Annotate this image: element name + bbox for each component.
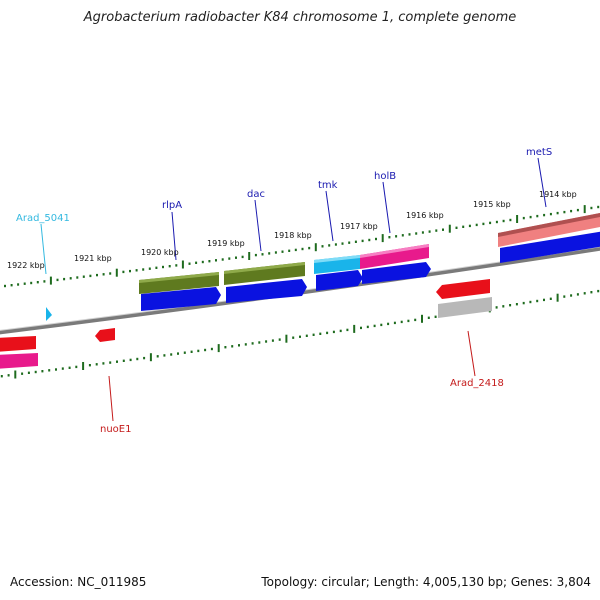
feature-left-magenta[interactable] bbox=[0, 353, 38, 369]
feature-arad-2418-rna[interactable] bbox=[438, 297, 492, 318]
kbp-label-1915: 1915 kbp bbox=[473, 200, 511, 209]
label-leaders bbox=[40, 157, 547, 422]
kbp-label-1914: 1914 kbp bbox=[539, 190, 577, 199]
leader-metS bbox=[537, 157, 547, 208]
gene-label-arad-5041[interactable]: Arad_5041 bbox=[16, 213, 70, 224]
feature-track-outer bbox=[139, 212, 600, 294]
feature-arad-5041-marker[interactable] bbox=[46, 307, 52, 321]
genome-summary-text: Topology: circular; Length: 4,005,130 bp… bbox=[261, 575, 591, 589]
leader-nuoE1 bbox=[108, 375, 114, 422]
kbp-label-1921: 1921 kbp bbox=[74, 254, 112, 263]
gene-label-holB[interactable]: holB bbox=[374, 171, 396, 182]
leader-holB bbox=[382, 181, 391, 234]
outer-tick-track bbox=[4, 205, 600, 288]
kbp-label-1919: 1919 kbp bbox=[207, 239, 245, 248]
kbp-label-1916: 1916 kbp bbox=[406, 211, 444, 220]
map-title: Agrobacterium radiobacter K84 chromosome… bbox=[83, 10, 517, 25]
gene-dac-bar[interactable] bbox=[224, 262, 305, 285]
inner-tick-track bbox=[0, 289, 600, 379]
cds-metS-arrow[interactable] bbox=[500, 231, 600, 263]
gene-tmk-bar[interactable] bbox=[314, 255, 360, 274]
leader-arad-5041 bbox=[40, 223, 47, 275]
leader-arad-2418 bbox=[467, 330, 476, 377]
kbp-labels: 1922 kbp 1921 kbp 1920 kbp 1919 kbp 1918… bbox=[7, 190, 577, 270]
cds-left-red-arrow[interactable] bbox=[0, 336, 36, 352]
accession-text: Accession: NC_011985 bbox=[10, 575, 147, 589]
gene-label-tmk[interactable]: tmk bbox=[318, 180, 338, 191]
cds-dac-arrow[interactable] bbox=[226, 279, 307, 303]
kbp-label-1920: 1920 kbp bbox=[141, 248, 179, 257]
cds-holB-arrow[interactable] bbox=[362, 262, 431, 284]
leader-dac bbox=[254, 199, 262, 252]
gene-labels: Arad_5041 rlpA dac tmk holB metS nuoE1 A… bbox=[16, 147, 552, 435]
cds-rlpA-arrow[interactable] bbox=[141, 287, 221, 311]
gene-holB-bar[interactable] bbox=[360, 244, 429, 269]
cds-arad-2418-arrow[interactable] bbox=[436, 279, 490, 299]
gene-label-nuoE1[interactable]: nuoE1 bbox=[100, 424, 131, 435]
kbp-label-1917: 1917 kbp bbox=[340, 222, 378, 231]
cds-nuoE1-arrow[interactable] bbox=[95, 328, 115, 342]
feature-track-reverse bbox=[0, 279, 492, 369]
gene-label-rlpA[interactable]: rlpA bbox=[162, 200, 182, 211]
gene-metS-bar[interactable] bbox=[498, 212, 600, 247]
leader-tmk bbox=[325, 190, 334, 242]
cds-tmk-arrow[interactable] bbox=[316, 270, 363, 291]
kbp-label-1922: 1922 kbp bbox=[7, 261, 45, 270]
gene-label-dac[interactable]: dac bbox=[247, 189, 265, 200]
kbp-label-1918: 1918 kbp bbox=[274, 231, 312, 240]
gene-label-arad-2418[interactable]: Arad_2418 bbox=[450, 378, 504, 389]
leader-rlpA bbox=[171, 211, 177, 261]
gene-label-metS[interactable]: metS bbox=[526, 147, 552, 158]
feature-track-cds-forward bbox=[46, 231, 600, 321]
gene-rlpA-bar[interactable] bbox=[139, 272, 219, 294]
